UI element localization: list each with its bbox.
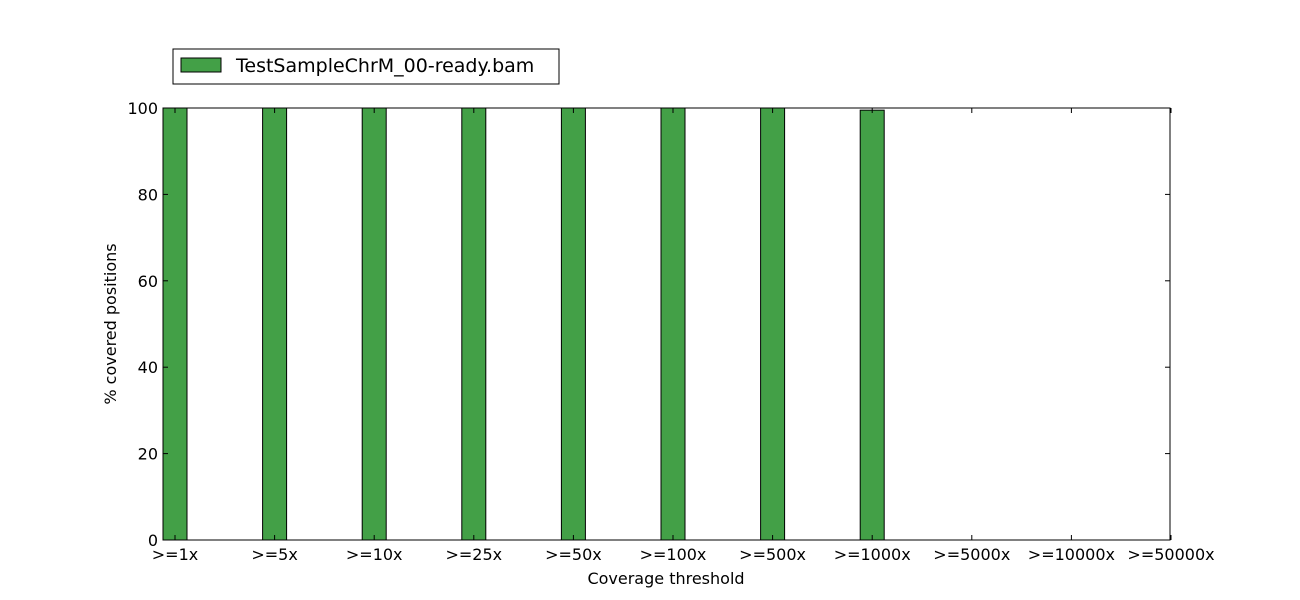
x-tick-label: >=50x [545,545,602,564]
bar-6 [760,107,786,541]
legend-swatch [180,57,222,73]
bar-3 [461,107,487,541]
x-tick-label: >=500x [739,545,806,564]
x-tick-label: >=5000x [933,545,1010,564]
x-tick-labels: >=1x >=5x >=10x >=25x >=50x >=100x >=500x >=100… [152,545,1215,564]
x-tick-label: >=10x [346,545,403,564]
y-tick-labels: 0 20 40 60 80 100 [127,99,158,550]
y-tick-label: 100 [127,99,158,118]
bar-5 [660,107,686,541]
bar-4 [560,107,586,541]
y-tick-label: 20 [138,445,158,464]
x-tick-label: >=1000x [834,545,911,564]
x-axis-label: Coverage threshold [587,569,744,588]
x-tick-label: >=10000x [1028,545,1115,564]
bars-group [162,107,885,541]
x-tick-label: >=5x [251,545,297,564]
y-tick-label: 40 [138,358,158,377]
y-tick-label: 0 [148,531,158,550]
x-tick-label: >=100x [640,545,707,564]
legend: TestSampleChrM_00-ready.bam [172,48,560,85]
plot-frame [162,107,1171,541]
y-tick-label: 60 [138,272,158,291]
legend-box [172,48,560,85]
bar-7 [859,109,885,541]
legend-label: TestSampleChrM_00-ready.bam [235,55,534,77]
bar-2 [361,107,387,541]
x-tick-label: >=1x [152,545,198,564]
axis-ticks [163,107,1172,541]
y-axis-label: % covered positions [101,243,120,404]
x-tick-label: >=25x [445,545,502,564]
y-tick-label: 80 [138,185,158,204]
bar-1 [262,107,288,541]
bar-0 [162,107,188,541]
x-tick-label: >=50000x [1127,545,1214,564]
